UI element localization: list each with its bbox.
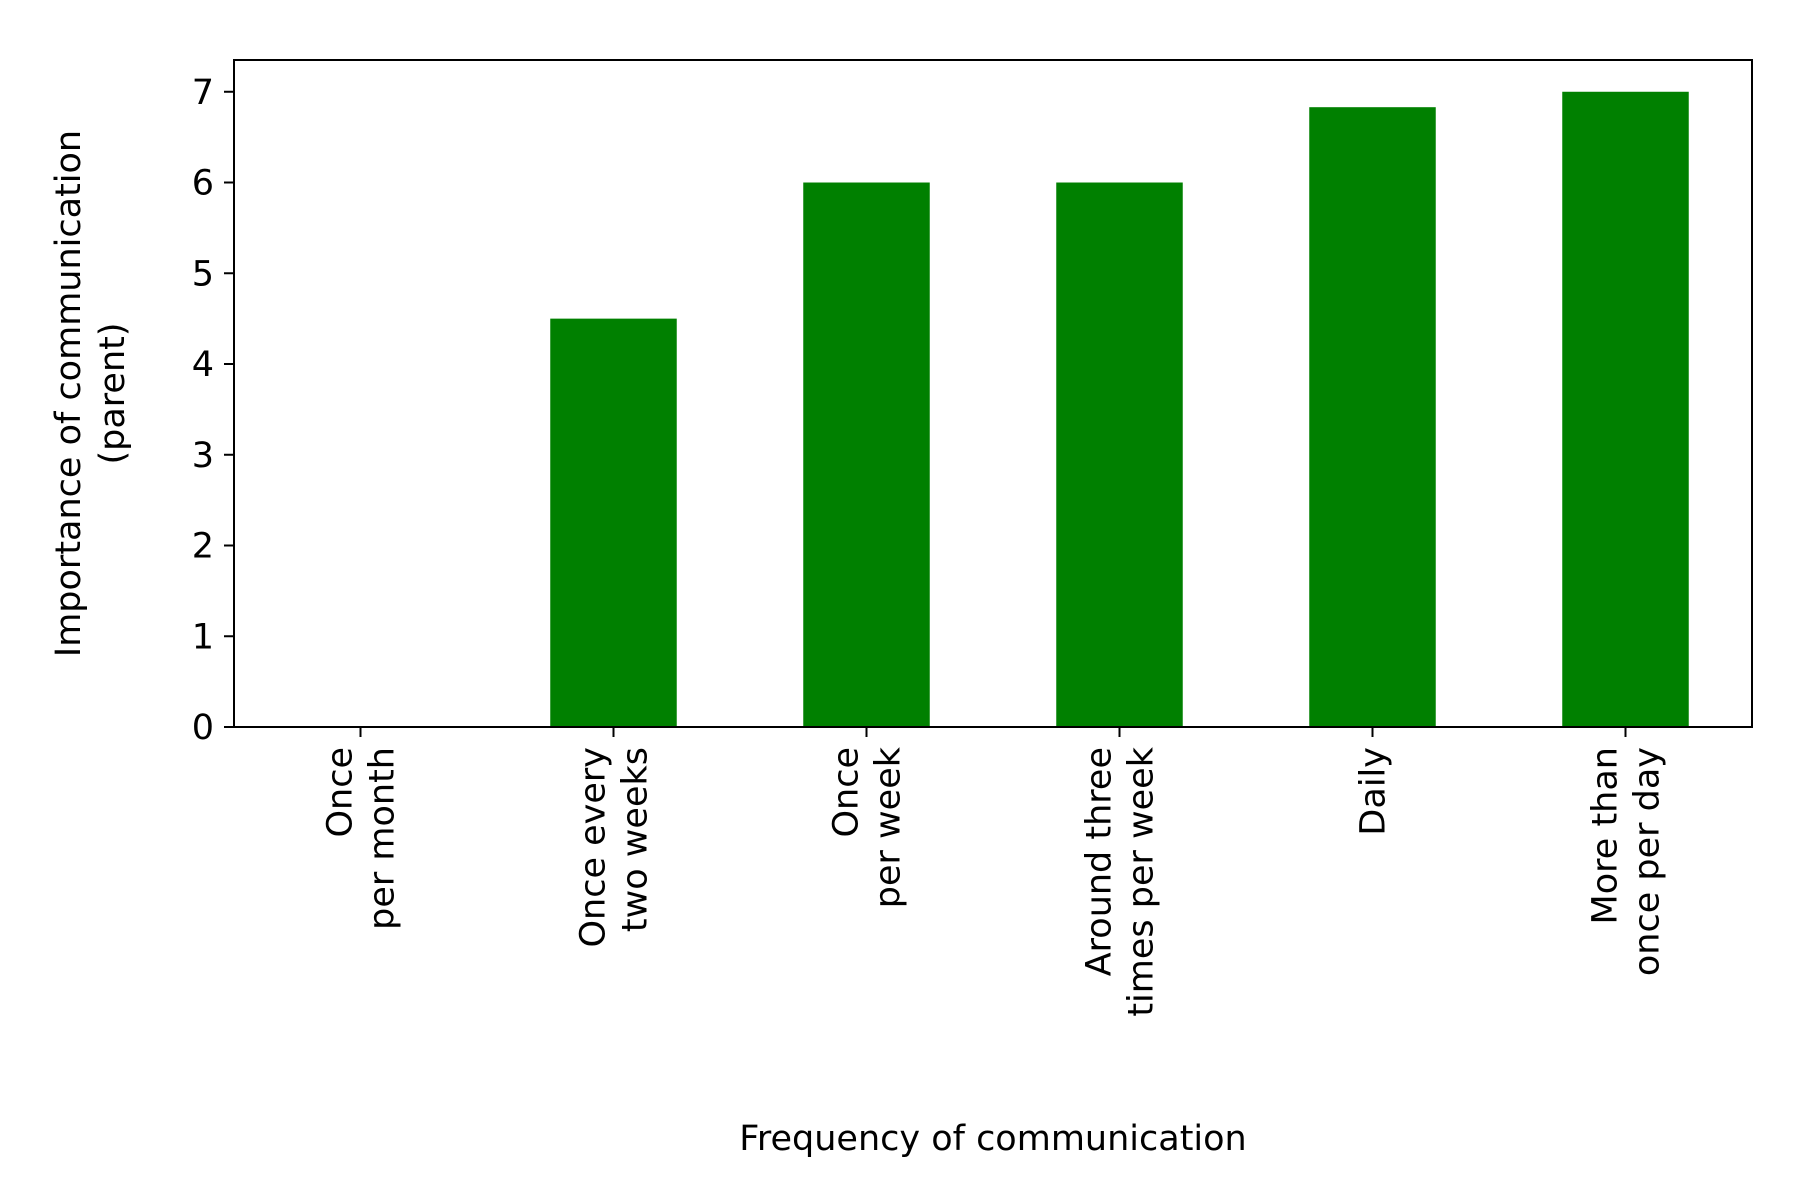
y-tick-label: 1 (192, 617, 214, 657)
bar (550, 318, 677, 727)
bar (803, 182, 930, 728)
plot-frame (233, 59, 1753, 728)
y-tick-label: 4 (192, 345, 214, 385)
bars-group (550, 91, 1689, 728)
y-tick-label: 0 (192, 708, 214, 748)
x-tick-label: More thanonce per day (1586, 747, 1668, 976)
x-axis-label: Frequency of communication (739, 1119, 1246, 1159)
x-tick-label: Around threetimes per week (1080, 746, 1162, 1016)
y-tick-label: 6 (192, 164, 214, 204)
bar (1309, 107, 1436, 728)
bar (1056, 182, 1183, 728)
y-tick-label: 2 (192, 527, 214, 567)
bar (1562, 91, 1689, 727)
x-tick-label: Onceper month (321, 747, 403, 930)
y-axis: 0 1 2 3 4 5 6 7 (192, 73, 234, 748)
x-tick-label: Daily (1354, 747, 1394, 836)
y-tick-label: 7 (192, 73, 214, 113)
x-tick-label: Onceper week (827, 746, 909, 908)
x-axis: Onceper month Once everytwo weeks Onceper … (321, 727, 1668, 1017)
y-tick-label: 3 (192, 436, 214, 476)
x-tick-label: Once everytwo weeks (574, 747, 656, 948)
y-tick-label: 5 (192, 254, 214, 294)
y-axis-label: Importance of communication (parent) (49, 130, 133, 657)
